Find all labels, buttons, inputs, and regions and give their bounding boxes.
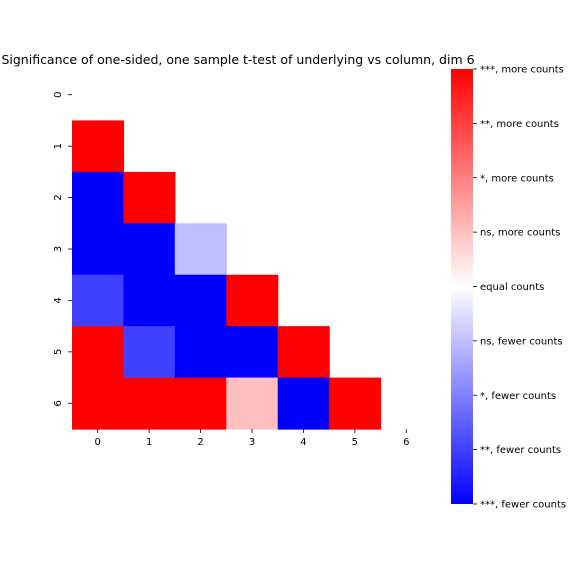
colorbar-tick-label: *, more counts: [480, 173, 554, 184]
heatmap-cell: [123, 171, 176, 224]
colorbar-tick-label: **, fewer counts: [480, 445, 561, 456]
colorbar-tick-label: ***, fewer counts: [480, 500, 566, 511]
heatmap-cell: [329, 377, 382, 430]
x-tick-label: 4: [300, 437, 306, 448]
heatmap-cell: [174, 223, 227, 276]
colorbar-tick-label: equal counts: [480, 282, 544, 293]
y-tick-label: 6: [53, 400, 64, 406]
chart-title: Significance of one-sided, one sample t-…: [1, 52, 474, 67]
y-axis: 0 1 2 3 4 5 6: [53, 92, 72, 406]
heatmap-cell: [123, 223, 176, 276]
heatmap-cell: [226, 326, 279, 379]
x-tick-label: 1: [146, 437, 152, 448]
heatmap-cell: [226, 274, 279, 327]
x-tick-label: 5: [352, 437, 358, 448]
colorbar-tick-label: ***, more counts: [480, 65, 564, 76]
colorbar-tick-label: ns, fewer counts: [480, 336, 563, 347]
x-axis: 0 1 2 3 4 5 6: [95, 429, 409, 448]
heatmap-cell: [72, 274, 125, 327]
y-tick-label: 2: [53, 194, 64, 200]
heatmap-cell: [72, 171, 125, 224]
y-tick-label: 1: [53, 143, 64, 149]
y-tick-label: 4: [53, 297, 64, 303]
x-tick-label: 2: [197, 437, 203, 448]
heatmap-cell: [174, 274, 227, 327]
colorbar: [451, 69, 473, 504]
y-tick-label: 0: [53, 92, 64, 98]
heatmap-cell: [72, 223, 125, 276]
heatmap-cell: [174, 377, 227, 430]
y-tick-label: 3: [53, 246, 64, 252]
colorbar-tick-label: **, more counts: [480, 119, 559, 130]
heatmap-cell: [72, 326, 125, 379]
heatmap-cell: [123, 274, 176, 327]
colorbar-tick-label: ns, more counts: [480, 228, 560, 239]
heatmap-cells: [72, 120, 382, 430]
heatmap-cell: [72, 120, 125, 173]
x-tick-label: 6: [403, 437, 409, 448]
y-tick-label: 5: [53, 349, 64, 355]
heatmap-cell: [123, 326, 176, 379]
heatmap-cell: [277, 326, 330, 379]
heatmap-cell: [123, 377, 176, 430]
x-tick-label: 0: [95, 437, 101, 448]
heatmap-cell: [72, 377, 125, 430]
heatmap-cell: [277, 377, 330, 430]
heatmap-cell: [226, 377, 279, 430]
colorbar-tick-label: *, fewer counts: [480, 391, 556, 402]
colorbar-ticks: ***, more counts **, more counts *, more c…: [473, 65, 566, 511]
x-tick-label: 3: [249, 437, 255, 448]
heatmap-cell: [174, 326, 227, 379]
